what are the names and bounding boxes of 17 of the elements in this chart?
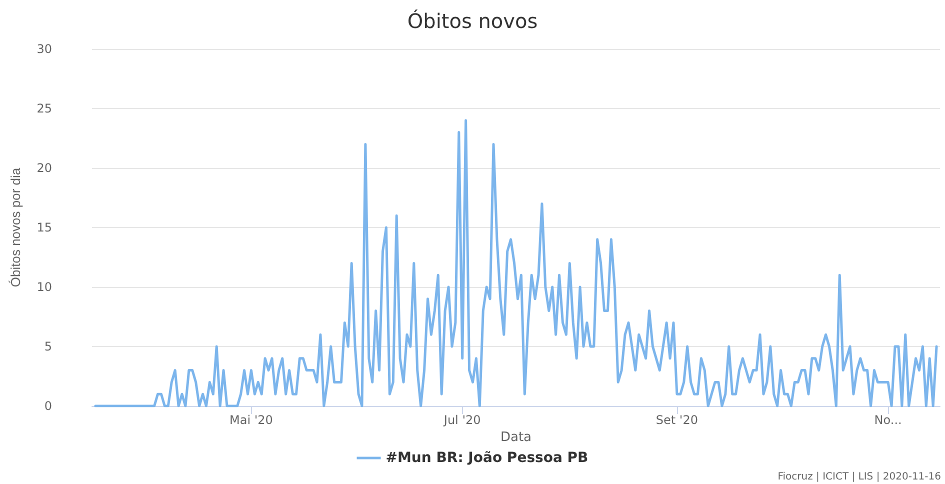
y-tick-label: 20 bbox=[36, 161, 52, 175]
x-tick-label: Set '20 bbox=[656, 413, 698, 427]
line-series bbox=[94, 119, 938, 408]
y-axis-title: Óbitos novos por dia bbox=[8, 167, 23, 288]
x-axis-title: Data bbox=[500, 430, 532, 445]
y-tick-label: 5 bbox=[44, 340, 52, 354]
text: Fiocruz | ICICT | LIS | 2020-11-16 bbox=[778, 472, 942, 482]
legend-label: #Mun BR: João Pessoa PB bbox=[386, 450, 588, 466]
x-tick-label: Mai '20 bbox=[230, 413, 273, 427]
y-tick-label: 30 bbox=[36, 42, 52, 56]
y-tick-label: 25 bbox=[36, 102, 52, 116]
y-tick-label: 10 bbox=[36, 280, 52, 294]
chart-title: Óbitos novos bbox=[407, 9, 538, 33]
x-tick-label: No... bbox=[874, 413, 902, 427]
y-tick-label: 15 bbox=[36, 220, 52, 234]
y-tick-label: 0 bbox=[44, 399, 52, 413]
x-tick-label: Jul '20 bbox=[442, 413, 481, 427]
